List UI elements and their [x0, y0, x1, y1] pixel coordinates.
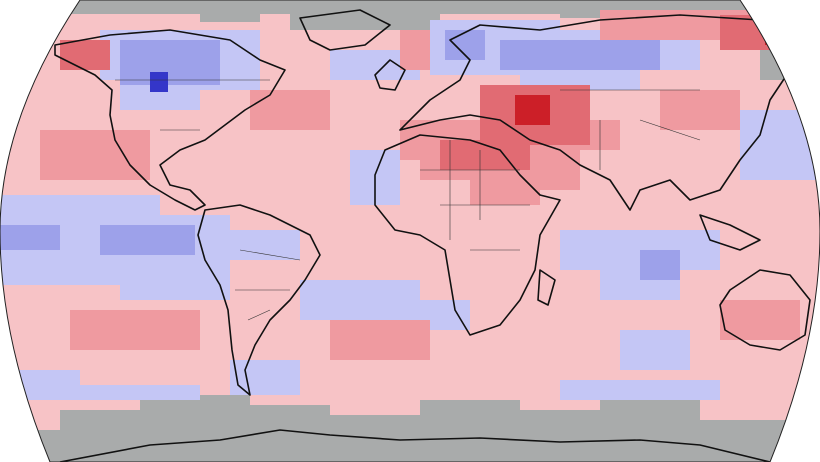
coastlines — [54, 9, 811, 462]
cool-medium — [0, 30, 680, 280]
borders — [115, 79, 701, 321]
cool-strong — [150, 72, 168, 92]
